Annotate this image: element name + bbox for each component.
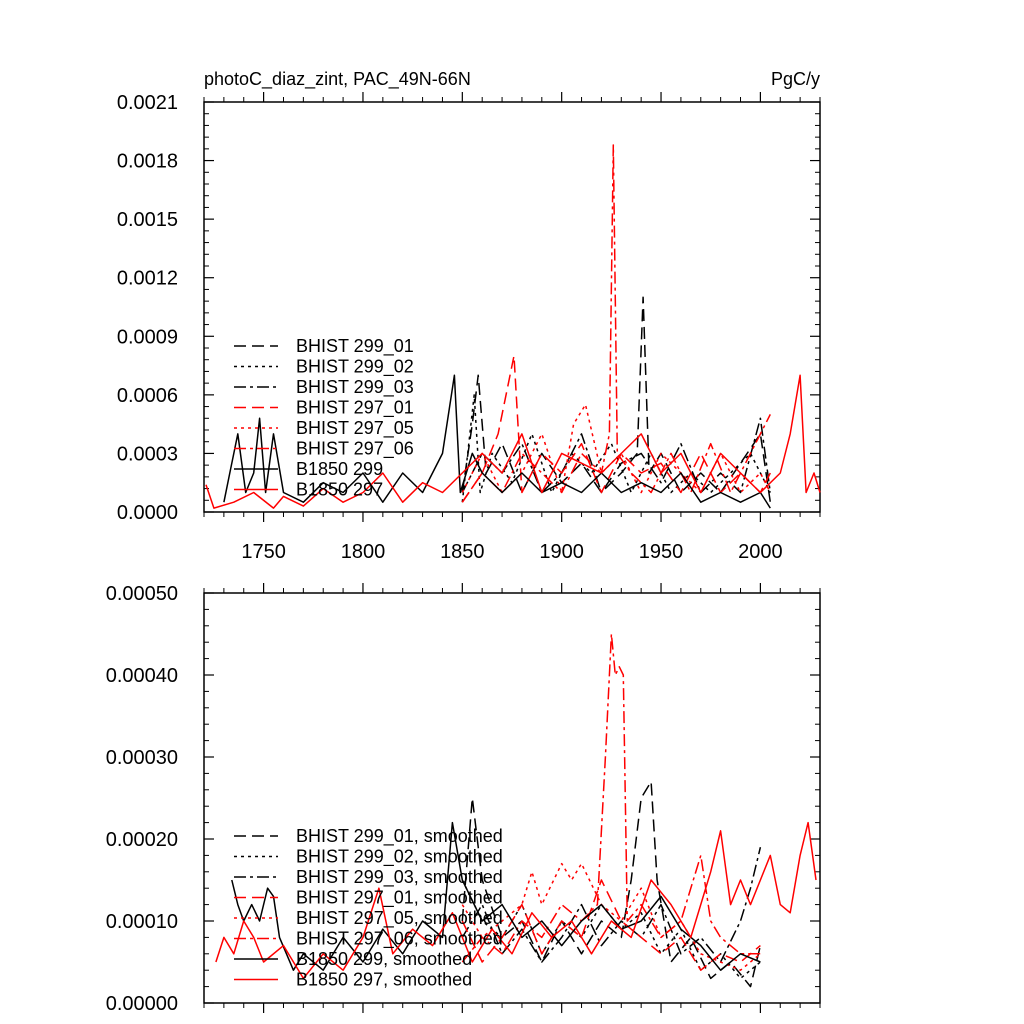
top-legend-label: BHIST 299_02: [296, 357, 414, 378]
top-series-line: [223, 374, 771, 509]
top-title-left: photoC_diaz_zint, PAC_49N-66N: [204, 69, 471, 90]
top-legend-label: BHIST 299_03: [296, 377, 414, 398]
top-legend-label: BHIST 297_01: [296, 398, 414, 419]
top-series-line: [461, 417, 772, 494]
bottom-ytick-label: 0.00040: [106, 665, 178, 687]
bottom-ytick-label: 0.00010: [106, 911, 178, 933]
bottom-series-line: [231, 821, 761, 971]
bottom-series-group: [215, 633, 817, 988]
top-xtick-label: 1850: [440, 541, 485, 563]
top-xtick-label: 2000: [738, 541, 783, 563]
top-legend-label: BHIST 299_01: [296, 336, 414, 357]
bottom-legend-label: BHIST 299_03, smoothed: [296, 867, 503, 888]
top-legend-label: B1850 299: [296, 459, 383, 479]
top-ytick-label: 0.0012: [117, 268, 178, 290]
bottom-panel: 0.00000 0.00010 0.00020 0.00030 0.00040 0.000…: [106, 583, 821, 1015]
bottom-series-line: [215, 821, 817, 980]
top-legend-label: B1850 297: [296, 480, 383, 500]
bottom-series-line: [461, 847, 762, 963]
top-ytick-label: 0.0003: [117, 443, 178, 465]
bottom-series-line: [461, 780, 762, 988]
bottom-ytick-label: 0.00030: [106, 747, 178, 769]
bottom-ytick-label: 0.00020: [106, 829, 178, 851]
bottom-ytick-label: 0.00000: [106, 993, 178, 1015]
bottom-legend-label: BHIST 299_02, smoothed: [296, 847, 503, 868]
top-ytick-label: 0.0018: [117, 151, 178, 173]
top-ytick-label: 0.0006: [117, 385, 178, 407]
bottom-legend-label: BHIST 297_06, smoothed: [296, 929, 503, 950]
top-series-line: [461, 355, 771, 503]
top-series-group: [205, 144, 821, 509]
bottom-legend-label: B1850 299, smoothed: [296, 949, 472, 969]
bottom-series-line: [461, 862, 761, 971]
top-ytick-label: 0.0015: [117, 209, 178, 231]
bottom-ytick-label: 0.00050: [106, 583, 178, 605]
bottom-series-line: [461, 879, 761, 971]
bottom-plot-frame: [203, 592, 821, 1004]
bottom-legend-label: BHIST 297_05, smoothed: [296, 908, 503, 929]
bottom-series-line: [461, 633, 761, 963]
top-legend-label: BHIST 297_05: [296, 418, 414, 439]
top-panel: photoC_diaz_zint, PAC_49N-66N PgC/y 0.00…: [117, 69, 821, 563]
top-xtick-label: 1800: [341, 541, 386, 563]
top-title-right: PgC/y: [771, 69, 820, 89]
top-xtick-label: 1950: [639, 541, 684, 563]
bottom-legend-label: BHIST 299_01, smoothed: [296, 826, 503, 847]
bottom-ticks: 0.00000 0.00010 0.00020 0.00030 0.00040 0.000…: [106, 583, 821, 1015]
top-legend-label: BHIST 297_06: [296, 439, 414, 460]
top-ytick-label: 0.0000: [117, 502, 178, 524]
top-series-line: [461, 144, 771, 503]
top-xtick-label: 1750: [241, 541, 286, 563]
top-xtick-label: 1900: [539, 541, 584, 563]
top-ticks: 0.0000 0.0003 0.0006 0.0009 0.0012 0.0015 0.00…: [117, 92, 821, 563]
top-ytick-label: 0.0021: [117, 92, 178, 114]
top-ytick-label: 0.0009: [117, 326, 178, 348]
bottom-legend-label: B1850 297, smoothed: [296, 970, 472, 990]
top-series-line: [205, 374, 821, 509]
top-plot-frame: [203, 101, 821, 513]
bottom-legend-label: BHIST 297_01, smoothed: [296, 888, 503, 909]
top-series-line: [461, 394, 771, 503]
